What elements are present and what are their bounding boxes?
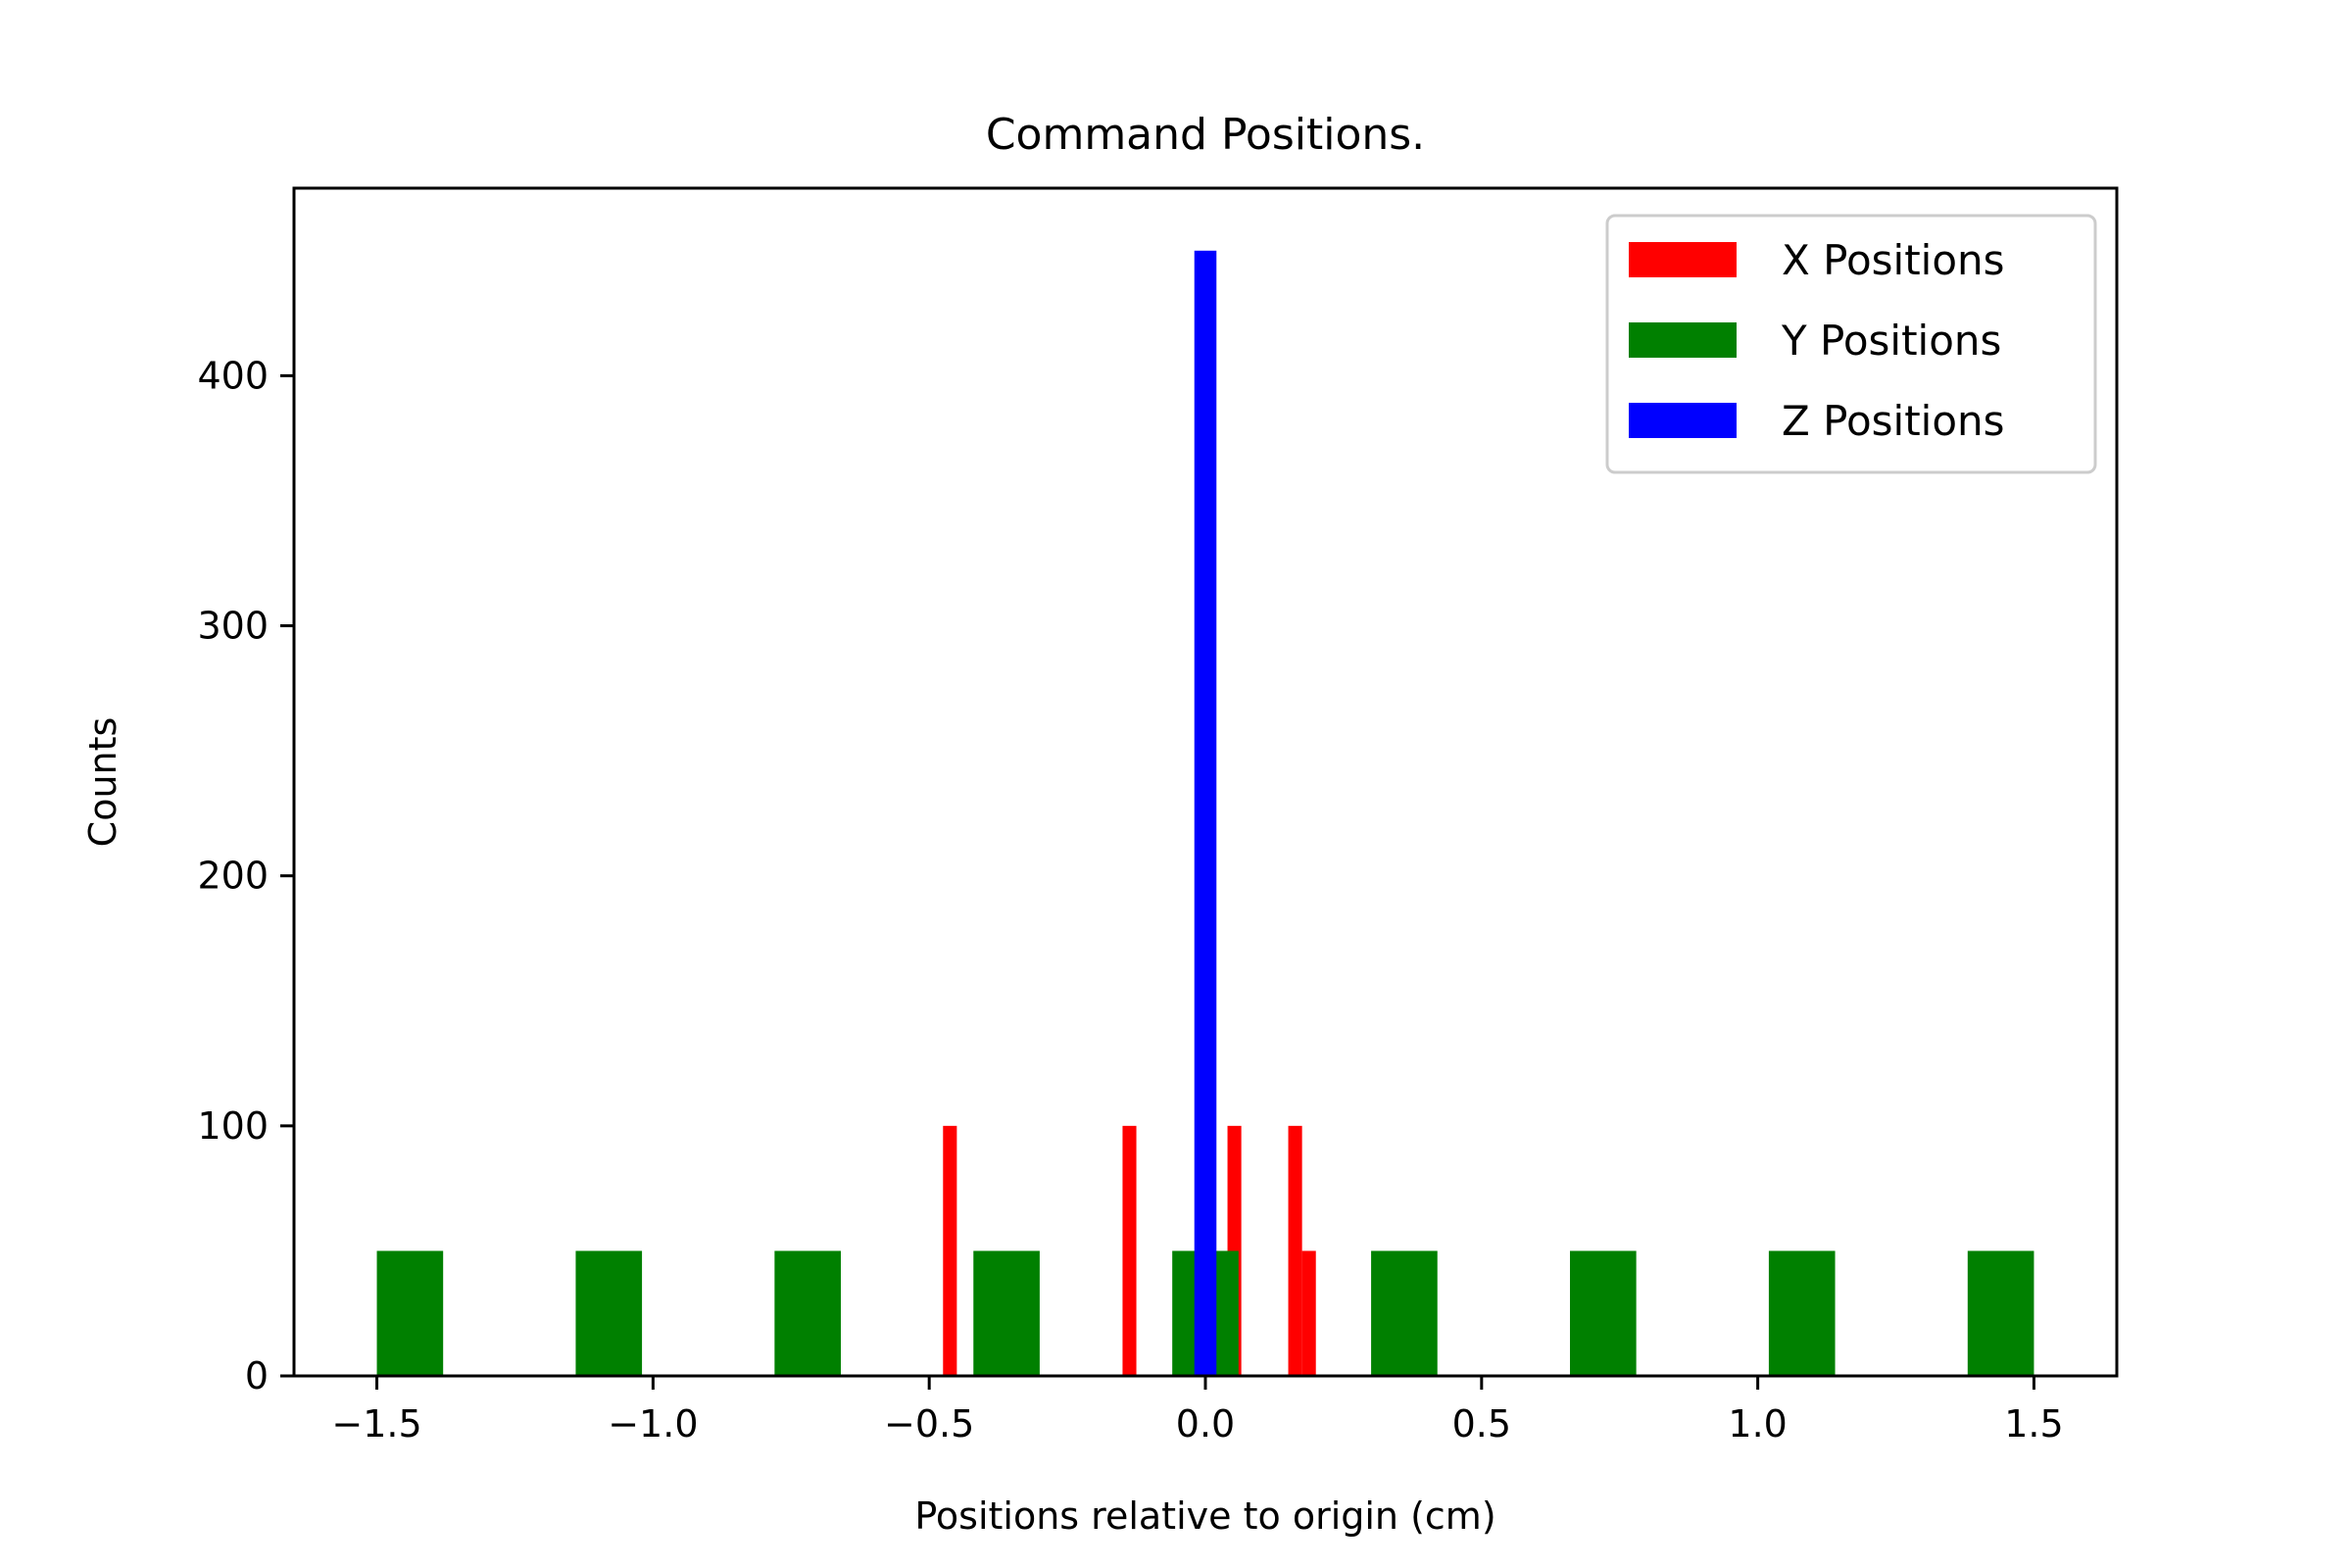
y-positions-bar-3 xyxy=(973,1250,1040,1376)
y-tick-label: 100 xyxy=(197,1104,269,1148)
y-positions-bar-2 xyxy=(774,1250,841,1376)
y-positions-bar-5 xyxy=(1371,1250,1438,1376)
z-positions-bar-0 xyxy=(1194,250,1217,1377)
x-tick-label: −1.0 xyxy=(608,1402,698,1446)
x-tick-label: 0.0 xyxy=(1176,1402,1235,1446)
x-axis-ticks: −1.5 −1.0 −0.5 0.0 0.5 1.0 1.5 xyxy=(331,1376,2064,1446)
x-positions-bar-1 xyxy=(1122,1125,1137,1376)
x-positions-bar-3 xyxy=(1288,1125,1302,1376)
legend: X Positions Y Positions Z Positions xyxy=(1605,214,2097,474)
y-positions-bar-0 xyxy=(376,1250,444,1376)
x-axis-label: Positions relative to origin (cm) xyxy=(914,1494,1495,1538)
y-positions-bar-7 xyxy=(1768,1250,1836,1376)
x-positions-legend-label: X Positions xyxy=(1782,236,2005,284)
x-tick-label: −0.5 xyxy=(884,1402,974,1446)
x-positions-bar-0 xyxy=(943,1125,957,1376)
y-tick-label: 200 xyxy=(197,855,269,898)
y-positions-legend-label: Y Positions xyxy=(1781,317,2001,365)
y-positions-bar-8 xyxy=(1967,1250,2034,1376)
y-tick-label: 400 xyxy=(197,354,269,397)
z-positions-legend-swatch xyxy=(1629,403,1737,438)
y-positions-bar-1 xyxy=(575,1250,643,1376)
z-positions-legend-label: Z Positions xyxy=(1782,397,2005,445)
x-tick-label: −1.5 xyxy=(331,1402,421,1446)
x-positions-legend-swatch xyxy=(1629,242,1737,277)
y-positions-bar-6 xyxy=(1570,1250,1637,1376)
y-axis-label: Counts xyxy=(81,717,124,848)
y-positions-legend-swatch xyxy=(1629,322,1737,358)
x-positions-bar-4 xyxy=(1301,1250,1316,1376)
bars-layer xyxy=(376,250,2034,1377)
chart-title: Command Positions. xyxy=(986,110,1425,160)
y-tick-label: 0 xyxy=(245,1354,269,1397)
y-axis-ticks: 0 100 200 300 400 xyxy=(197,354,294,1397)
x-tick-label: 1.0 xyxy=(1728,1402,1787,1446)
y-tick-label: 300 xyxy=(197,605,269,648)
x-tick-label: 1.5 xyxy=(2004,1402,2063,1446)
x-tick-label: 0.5 xyxy=(1452,1402,1511,1446)
